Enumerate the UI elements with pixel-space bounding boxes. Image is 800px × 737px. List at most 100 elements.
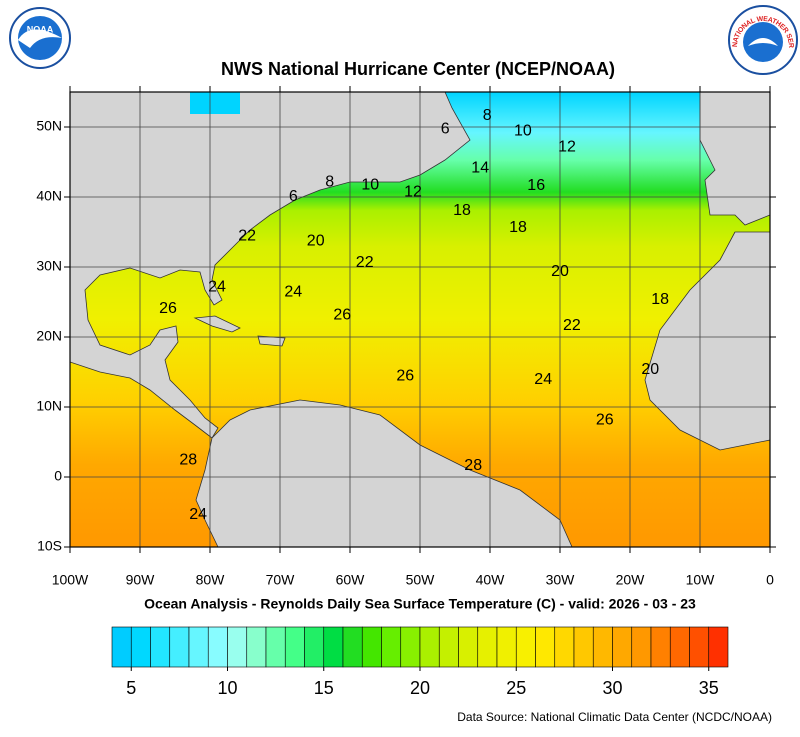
contour-label: 28 (464, 457, 482, 474)
noaa-logo: NOAA (9, 7, 71, 69)
colorbar-box (207, 626, 228, 668)
y-tick-label: 0 (54, 468, 62, 484)
colorbar-box (631, 626, 652, 668)
colorbar-box (477, 626, 498, 668)
colorbar-box (419, 626, 440, 668)
y-tick-label: 30N (36, 258, 62, 274)
colorbar-box (400, 626, 421, 668)
colorbar-box (496, 626, 517, 668)
contour-label: 12 (404, 183, 422, 200)
contour-label: 24 (208, 279, 226, 296)
colorbar-box (342, 626, 363, 668)
colorbar-box (188, 626, 209, 668)
x-tick-label: 10W (686, 572, 716, 588)
colorbar-box (535, 626, 556, 668)
contour-label: 16 (527, 177, 545, 194)
contour-label: 26 (396, 367, 414, 384)
colorbar-box (669, 626, 690, 668)
land-north-america (69, 91, 471, 439)
contour-label: 22 (356, 254, 374, 271)
contour-label: 20 (641, 361, 659, 378)
x-tick-label: 50W (406, 572, 436, 588)
colorbar-tick-label: 35 (699, 678, 719, 698)
contour-label: 14 (471, 160, 489, 177)
contour-label: 10 (514, 122, 532, 139)
contour-label: 18 (453, 202, 471, 219)
title: NWS National Hurricane Center (NCEP/NOAA… (221, 59, 615, 79)
colorbar-box (650, 626, 671, 668)
colorbar-tick-label: 25 (506, 678, 526, 698)
land-cuba (193, 315, 241, 333)
colorbar-box (612, 626, 633, 668)
contour-label: 18 (509, 219, 527, 236)
hudson-bay (190, 92, 240, 114)
colorbar-tick-label: 20 (410, 678, 430, 698)
x-tick-label: 40W (476, 572, 506, 588)
noaa-text: NOAA (27, 24, 54, 34)
contour-label: 22 (238, 227, 256, 244)
contour-label: 26 (159, 300, 177, 317)
colorbar-box (708, 626, 729, 668)
colorbar-box (130, 626, 151, 668)
contour-label: 28 (179, 451, 197, 468)
map-frame (69, 91, 771, 548)
y-tick-label: 40N (36, 188, 62, 204)
contour-label: 18 (651, 291, 669, 308)
colorbar-box (284, 626, 305, 668)
colorbar-box (150, 626, 171, 668)
contour-label: 6 (441, 120, 450, 137)
y-tick-label: 10N (36, 398, 62, 414)
y-tick-label: 50N (36, 118, 62, 134)
map: 6 8 10 12 14 16 18 18 20 22 24 26 28 26 26 24 22 20 22 6 8 10… (69, 91, 771, 548)
colorbar-box (169, 626, 190, 668)
colorbar-box (246, 626, 267, 668)
contour-label: 6 (289, 188, 298, 205)
colorbar-box (323, 626, 344, 668)
colorbar-tick-label: 15 (314, 678, 334, 698)
land-south-america (195, 399, 573, 548)
contour-label: 20 (551, 263, 569, 280)
colorbar-box (689, 626, 710, 668)
x-tick-label: 90W (126, 572, 156, 588)
contour-label: 24 (189, 506, 207, 523)
colorbar-box (227, 626, 248, 668)
y-tick-label: 20N (36, 328, 62, 344)
colorbar-tick-label: 10 (217, 678, 237, 698)
colorbar-box (361, 626, 382, 668)
x-tick-label: 60W (336, 572, 366, 588)
colorbar-box (458, 626, 479, 668)
nws-text: NATIONAL WEATHER SERVICE (0, 0, 794, 48)
colorbar-box (554, 626, 575, 668)
contour-label: 26 (596, 412, 614, 429)
colorbar-box (573, 626, 594, 668)
contour-label: 12 (558, 139, 576, 156)
contour-label: 20 (307, 232, 325, 249)
x-tick-label: 20W (616, 572, 646, 588)
contour-label: 24 (534, 371, 552, 388)
colorbar-tick-label: 30 (602, 678, 622, 698)
land-hispaniola (257, 335, 286, 347)
contour-label: 24 (284, 283, 302, 300)
x-tick-label: 30W (546, 572, 576, 588)
colorbar-box (111, 626, 132, 668)
colorbar-box (381, 626, 402, 668)
x-tick-label: 100W (52, 572, 89, 588)
contour-label: 8 (325, 174, 334, 191)
contour-label: 10 (361, 176, 379, 193)
contour-label: 8 (483, 107, 492, 124)
colorbar-box (265, 626, 286, 668)
x-tick-label: 80W (196, 572, 226, 588)
colorbar-tick-label: 5 (126, 678, 136, 698)
x-tick-label: 0 (766, 572, 774, 588)
contour-label: 26 (333, 307, 351, 324)
caption: Ocean Analysis - Reynolds Daily Sea Surf… (144, 596, 696, 612)
land-europe (699, 91, 771, 226)
colorbar-box (304, 626, 325, 668)
colorbar-box (438, 626, 459, 668)
source: Data Source: National Climatic Data Cent… (457, 710, 772, 724)
x-tick-label: 70W (266, 572, 296, 588)
colorbar-box (515, 626, 536, 668)
y-tick-label: 10S (37, 538, 62, 554)
